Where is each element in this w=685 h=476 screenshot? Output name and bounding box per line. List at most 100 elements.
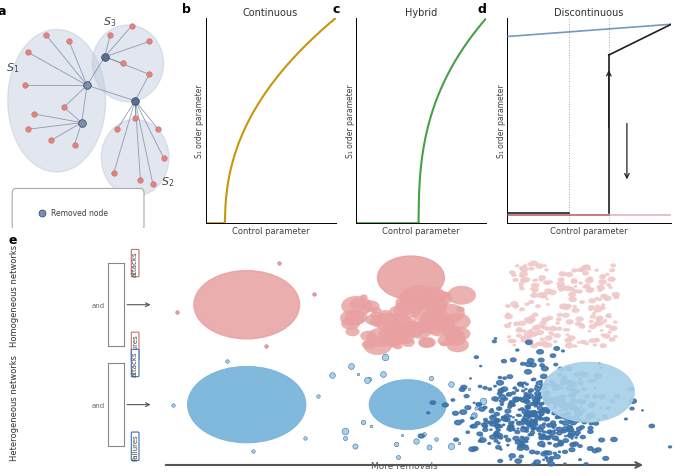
Circle shape (534, 402, 538, 405)
Circle shape (533, 420, 535, 421)
Circle shape (525, 335, 530, 337)
Circle shape (433, 317, 455, 330)
Circle shape (340, 310, 364, 326)
Circle shape (532, 397, 539, 402)
Circle shape (513, 397, 520, 401)
Circle shape (528, 416, 530, 417)
Circle shape (504, 436, 508, 438)
Circle shape (560, 383, 564, 385)
Circle shape (524, 393, 527, 395)
Circle shape (539, 279, 543, 282)
Circle shape (595, 375, 597, 377)
Circle shape (563, 380, 569, 384)
Circle shape (573, 416, 579, 420)
Circle shape (553, 403, 560, 407)
Circle shape (588, 426, 593, 430)
Circle shape (524, 447, 529, 450)
Circle shape (593, 397, 595, 398)
Circle shape (612, 292, 620, 298)
Circle shape (507, 428, 510, 430)
Circle shape (585, 278, 593, 284)
Circle shape (501, 360, 506, 363)
Circle shape (508, 403, 514, 407)
Circle shape (538, 358, 544, 362)
Circle shape (497, 407, 502, 410)
Circle shape (531, 283, 539, 288)
Circle shape (588, 339, 595, 343)
Circle shape (563, 328, 567, 331)
Circle shape (551, 421, 556, 424)
Circle shape (485, 425, 488, 427)
Circle shape (579, 459, 582, 460)
Circle shape (501, 417, 508, 421)
Circle shape (503, 377, 506, 379)
Circle shape (586, 416, 590, 419)
Circle shape (525, 406, 530, 409)
Circle shape (516, 389, 519, 392)
Circle shape (505, 415, 510, 417)
Circle shape (558, 441, 564, 445)
Circle shape (540, 403, 544, 405)
Circle shape (576, 420, 579, 422)
Circle shape (443, 403, 448, 407)
Circle shape (521, 436, 523, 438)
Circle shape (501, 416, 505, 418)
Circle shape (495, 435, 500, 438)
Circle shape (669, 446, 671, 448)
Circle shape (527, 420, 529, 421)
Circle shape (522, 278, 530, 283)
Circle shape (535, 386, 537, 387)
Circle shape (516, 327, 522, 331)
Circle shape (560, 396, 565, 398)
Circle shape (519, 272, 528, 277)
Circle shape (582, 286, 587, 289)
Circle shape (518, 444, 523, 448)
Circle shape (548, 425, 549, 426)
Circle shape (595, 269, 599, 272)
Circle shape (470, 378, 471, 379)
Circle shape (530, 431, 534, 434)
Circle shape (512, 278, 519, 282)
Circle shape (532, 420, 537, 423)
Circle shape (556, 327, 562, 331)
Circle shape (437, 298, 444, 303)
Circle shape (521, 398, 523, 400)
Circle shape (571, 293, 575, 295)
Circle shape (569, 406, 577, 410)
Circle shape (563, 401, 566, 403)
Circle shape (589, 288, 594, 291)
Circle shape (545, 418, 549, 420)
Circle shape (597, 287, 601, 289)
Circle shape (428, 323, 449, 337)
Circle shape (512, 344, 516, 347)
Circle shape (509, 422, 513, 425)
Circle shape (547, 458, 552, 462)
Circle shape (543, 459, 545, 460)
Circle shape (553, 452, 556, 454)
Circle shape (515, 420, 517, 421)
Circle shape (507, 375, 512, 378)
Circle shape (575, 408, 580, 411)
Circle shape (501, 387, 508, 391)
Circle shape (389, 306, 409, 319)
Circle shape (588, 330, 591, 332)
Circle shape (575, 412, 579, 415)
Circle shape (562, 304, 566, 307)
Circle shape (573, 290, 578, 294)
Circle shape (567, 417, 573, 421)
Circle shape (564, 404, 569, 407)
Circle shape (563, 439, 569, 443)
Circle shape (445, 333, 465, 346)
Circle shape (538, 276, 546, 280)
Circle shape (509, 425, 514, 428)
Circle shape (433, 313, 451, 324)
Circle shape (573, 384, 576, 387)
Circle shape (610, 400, 614, 403)
Circle shape (553, 341, 558, 343)
Circle shape (573, 306, 577, 308)
Circle shape (539, 417, 543, 420)
Circle shape (603, 456, 609, 460)
Circle shape (593, 307, 601, 313)
Circle shape (525, 384, 528, 386)
Circle shape (601, 321, 606, 324)
